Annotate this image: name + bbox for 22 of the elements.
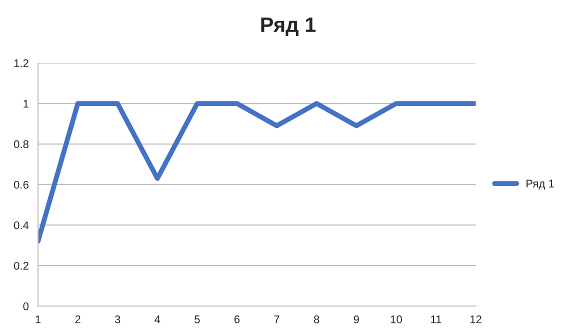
line-series bbox=[38, 101, 476, 244]
x-tick-label: 6 bbox=[234, 315, 240, 324]
y-tick-label: 0 bbox=[23, 302, 29, 310]
x-tick-label: 4 bbox=[154, 316, 160, 324]
y-tick-label: 0.2 bbox=[14, 262, 28, 270]
y-tick-label: 0.6 bbox=[14, 180, 28, 189]
y-tick-label: 0.4 bbox=[14, 221, 29, 230]
y-tick-label: 1 bbox=[24, 100, 28, 108]
x-tick-label: 7 bbox=[274, 316, 280, 324]
x-tick-label: 9 bbox=[354, 315, 359, 324]
legend-label: Ряд 1 bbox=[526, 180, 554, 190]
x-tick-label: 2 bbox=[75, 315, 80, 324]
chart-title: Ряд 1 bbox=[261, 18, 316, 36]
y-tick-label: 0.8 bbox=[14, 140, 29, 148]
x-tick-label: 3 bbox=[114, 315, 120, 324]
x-tick-label: 12 bbox=[470, 315, 482, 324]
x-tick-label: 11 bbox=[431, 316, 442, 324]
x-tick-label: 10 bbox=[390, 315, 402, 324]
x-tick-label: 5 bbox=[194, 316, 200, 324]
x-tick-label: 8 bbox=[314, 315, 320, 324]
x-tick-label: 1 bbox=[36, 316, 41, 324]
y-tick-label: 1.2 bbox=[14, 59, 28, 68]
